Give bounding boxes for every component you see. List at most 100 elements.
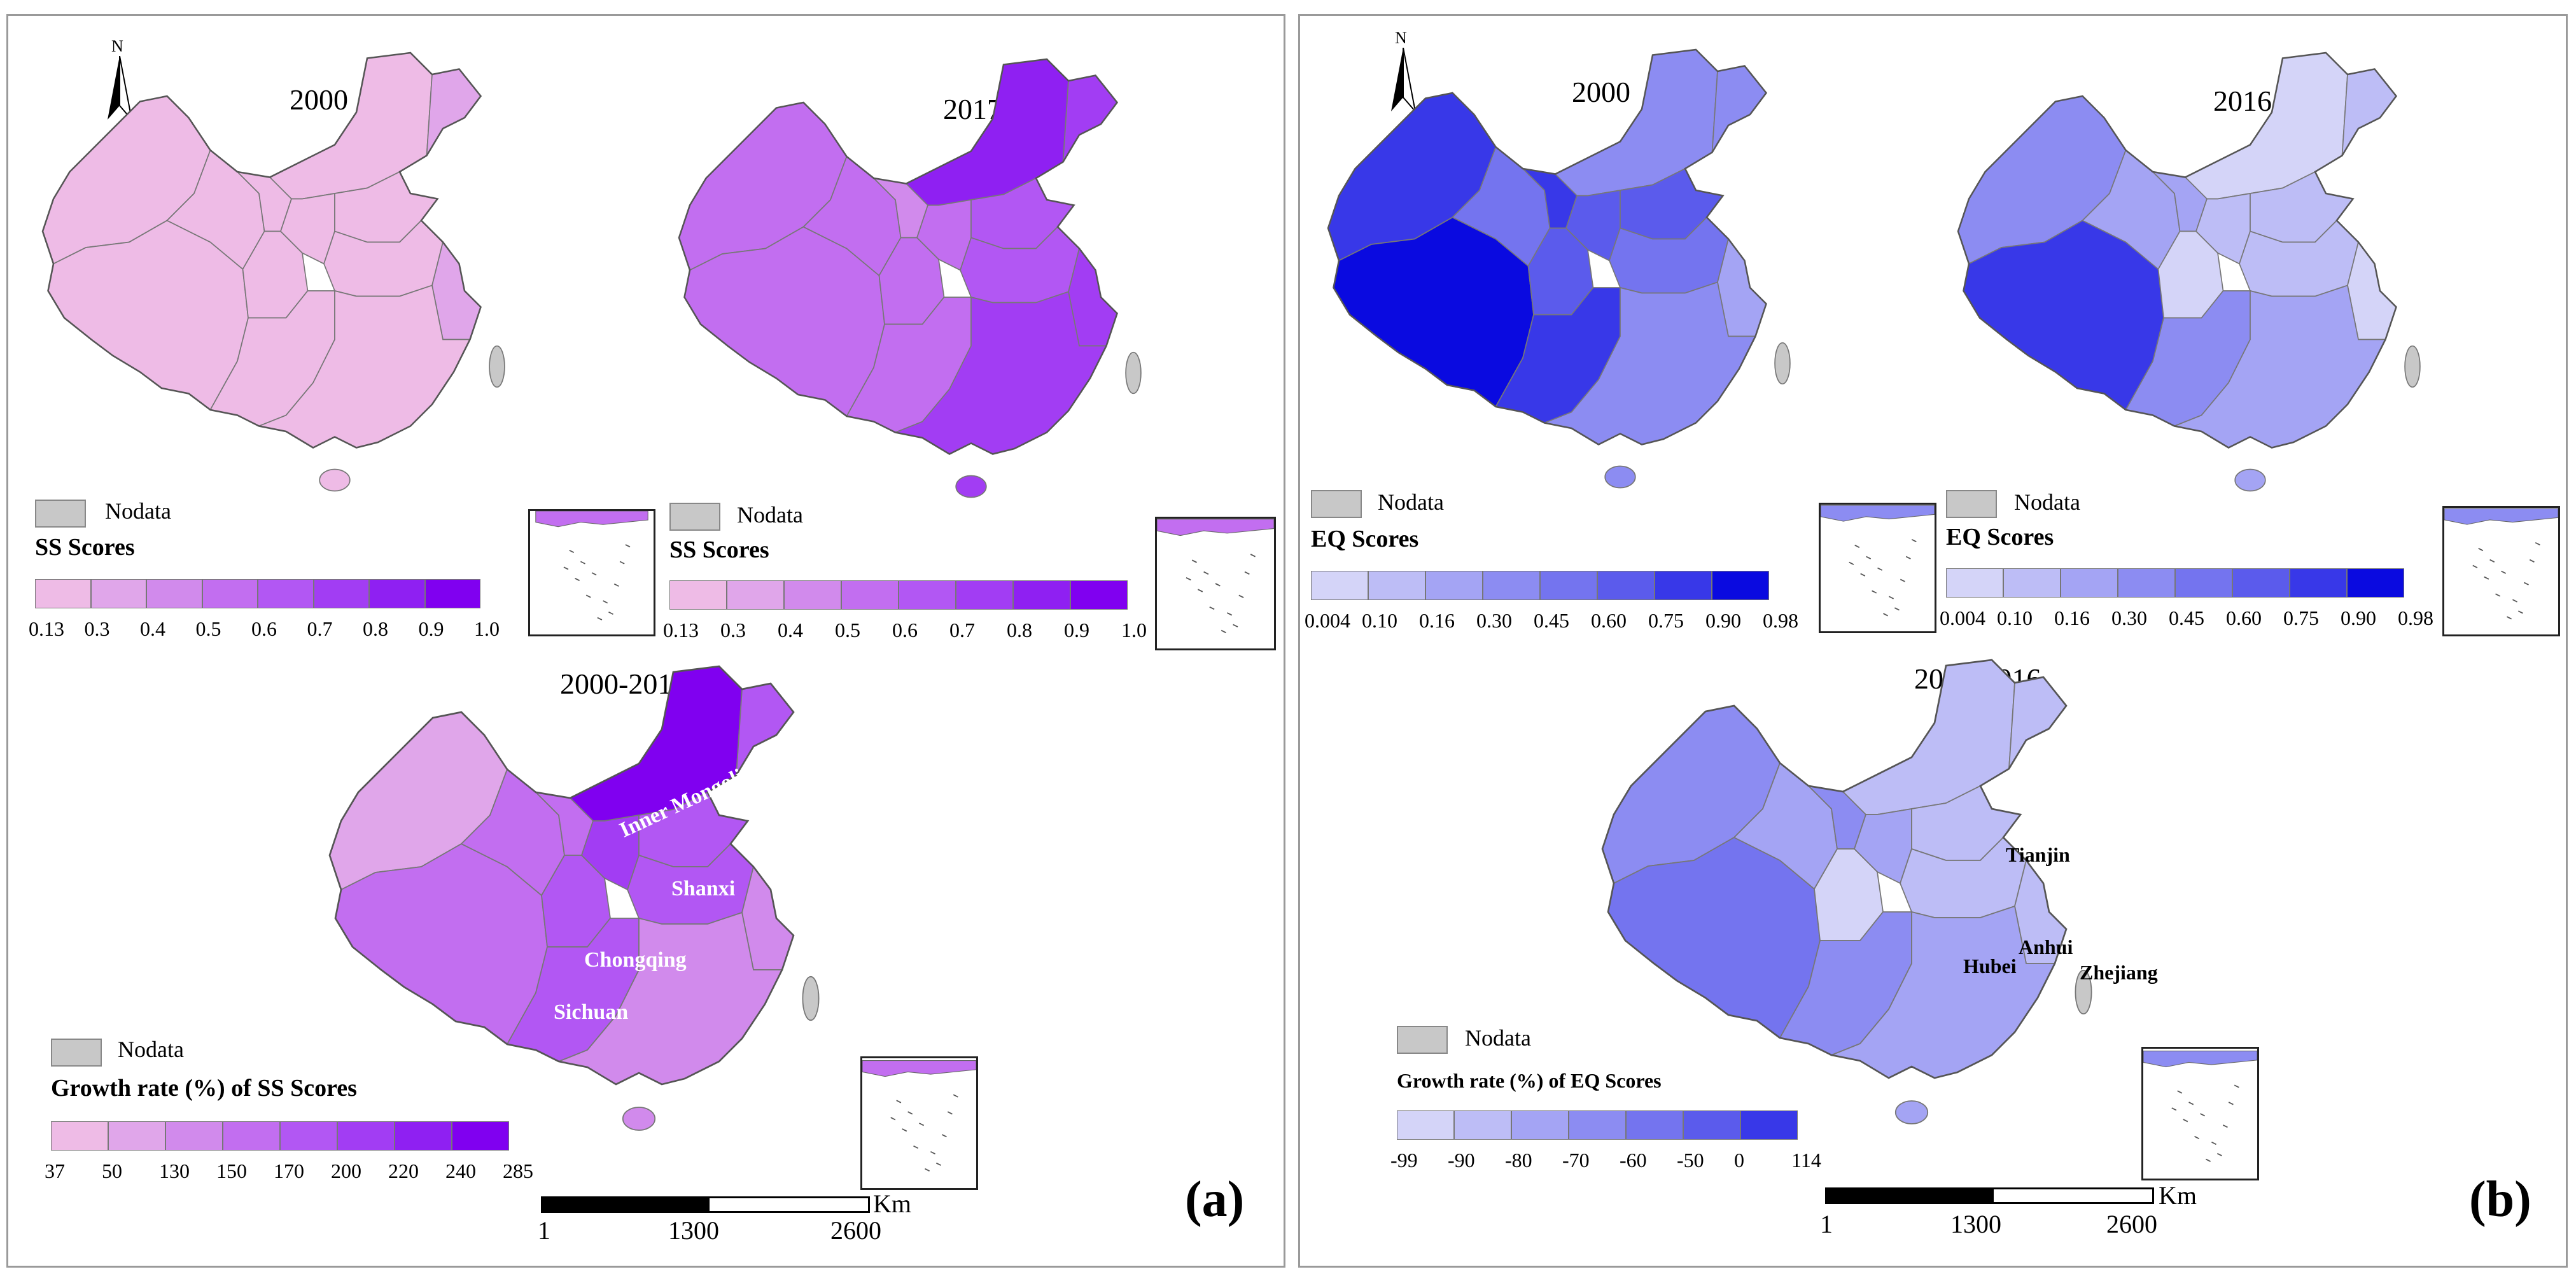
- province-label-chongqing: Chongqing: [584, 948, 687, 972]
- colorbar-tick-label: -80: [1505, 1149, 1532, 1172]
- scale-tick-b-0: 1: [1820, 1210, 1833, 1238]
- inset-map: [535, 510, 648, 620]
- colorbar-swatch: [1655, 571, 1712, 600]
- inset-island-dash: [947, 1111, 953, 1115]
- inset-island-dash: [2183, 1119, 2188, 1123]
- inset-island-dash: [2206, 1158, 2211, 1162]
- colorbar-tick-label: 0.60: [1591, 609, 1627, 632]
- scale-tick-b-1: 1300: [1950, 1210, 2001, 1238]
- inset-island-dash: [1238, 594, 1244, 598]
- inset-island-dash: [953, 1094, 958, 1098]
- country-outline: [328, 665, 795, 1086]
- colorbar-tick-label: -50: [1677, 1149, 1704, 1172]
- colorbar-tick-label: 0.30: [2111, 606, 2147, 629]
- colorbar-swatch: [1368, 571, 1425, 600]
- inset-island-dash: [1221, 629, 1226, 634]
- inset-island-dash: [1203, 571, 1209, 575]
- south-china-sea-inset-b2: [2442, 506, 2560, 636]
- nodata-swatch-b3: [1397, 1026, 1448, 1054]
- colorbar-swatch: [1397, 1110, 1454, 1140]
- colorbar-swatch: [165, 1121, 223, 1151]
- region-hainan: [955, 475, 987, 498]
- inset-island-dash: [907, 1111, 913, 1115]
- colorbar-swatch: [337, 1121, 395, 1151]
- inset-island-dash: [591, 572, 597, 576]
- inset-island-dash: [1233, 624, 1238, 627]
- south-china-sea-inset-a1: [528, 509, 655, 636]
- colorbar-tick-label: 0.90: [1705, 609, 1741, 632]
- scale-tick-a-0: 1: [538, 1216, 550, 1245]
- inset-map: [1820, 505, 1935, 617]
- province-label-zhejiang: Zhejiang: [2080, 961, 2158, 984]
- inset-island-dash: [1209, 606, 1215, 610]
- inset-island-dash: [2171, 1107, 2177, 1111]
- colorbar-tick-label: 37: [45, 1159, 65, 1182]
- inset-island-dash: [1900, 578, 1905, 582]
- inset-island-dash: [919, 1123, 925, 1126]
- inset-island-dash: [2512, 599, 2517, 603]
- colorbar-swatch: [841, 580, 899, 610]
- region-innermongolia: [269, 52, 433, 200]
- colorbar-swatch: [956, 580, 1013, 610]
- colorbar-tick-label: 0.5: [195, 617, 221, 640]
- colorbar-swatch: [424, 579, 480, 608]
- scale-tick-a-2: 2600: [830, 1216, 881, 1245]
- colorbar-swatch: [108, 1121, 165, 1151]
- country-outline: [1601, 659, 2068, 1079]
- colorbar-tick-label: 0.13: [29, 617, 64, 640]
- region-hainan: [2234, 468, 2266, 492]
- colorbar-swatch: [1540, 571, 1597, 600]
- nodata-swatch-a2: [669, 503, 720, 531]
- inset-island-dash: [1894, 607, 1900, 611]
- region-innermongolia: [1842, 659, 2015, 815]
- inset-island-dash: [597, 617, 603, 620]
- scale-unit-a: Km: [873, 1189, 911, 1218]
- nodata-swatch-b2: [1946, 490, 1997, 518]
- inset-island-dash: [569, 549, 575, 554]
- colorbar-tick-label: 0.8: [363, 617, 388, 640]
- colorbar-tick-label: 0.9: [1064, 619, 1089, 641]
- colorbar-tick-label: 1.0: [474, 617, 500, 640]
- china-map-b-2000: [1327, 48, 1791, 489]
- inset-island-dash: [619, 561, 625, 564]
- scalebar-a-white: [708, 1196, 870, 1213]
- region-taiwan-nodata: [1125, 351, 1142, 395]
- colorbar-swatch: [90, 579, 146, 608]
- inset-island-dash: [1877, 567, 1883, 571]
- inset-island-dash: [890, 1117, 896, 1121]
- colorbar-tick-label: 0.004: [1305, 609, 1350, 632]
- colorbar-tick-label: 50: [102, 1159, 122, 1182]
- colorbar-tick-label: 0.6: [251, 617, 277, 640]
- scale-tick-a-1: 1300: [668, 1216, 719, 1245]
- colorbar-tick-label: 0.45: [2169, 606, 2204, 629]
- colorbar-tick-label: 240: [445, 1159, 476, 1182]
- inset-island-dash: [613, 583, 619, 587]
- inset-island-dash: [1250, 554, 1256, 557]
- inset-coast: [2143, 1051, 2258, 1068]
- province-label-shanxi: Shanxi: [671, 877, 736, 900]
- colorbar-swatch: [669, 580, 727, 610]
- colorbar-tick-label: -99: [1390, 1149, 1418, 1172]
- inset-island-dash: [2523, 582, 2529, 585]
- colorbar-tick-label: 0.5: [835, 619, 860, 641]
- colorbar-tick-label: 170: [274, 1159, 304, 1182]
- colorbar-swatch: [1070, 580, 1128, 610]
- colorbar-swatch: [1569, 1110, 1626, 1140]
- nodata-label-a2: Nodata: [737, 502, 803, 528]
- inset-island-dash: [2517, 610, 2523, 614]
- colorbar-tick-label: 0.9: [418, 617, 444, 640]
- inset-island-dash: [896, 1100, 902, 1103]
- scalebar-b-white: [1992, 1187, 2154, 1204]
- region-taiwan-nodata: [2404, 345, 2421, 388]
- legend-title-a1: SS Scores: [35, 534, 135, 561]
- inset-island-dash: [1197, 589, 1203, 592]
- inset-island-dash: [1849, 561, 1854, 565]
- nodata-label-a3: Nodata: [118, 1037, 184, 1062]
- colorbar-swatch: [1311, 571, 1368, 600]
- region-taiwan-nodata: [802, 976, 820, 1021]
- colorbar-tick-label: 0: [1734, 1149, 1744, 1172]
- map-title-b-2016: 2016: [2213, 85, 2272, 117]
- inset-island-dash: [1911, 538, 1917, 543]
- colorbar-swatch: [899, 580, 956, 610]
- inset-island-dash: [575, 578, 580, 582]
